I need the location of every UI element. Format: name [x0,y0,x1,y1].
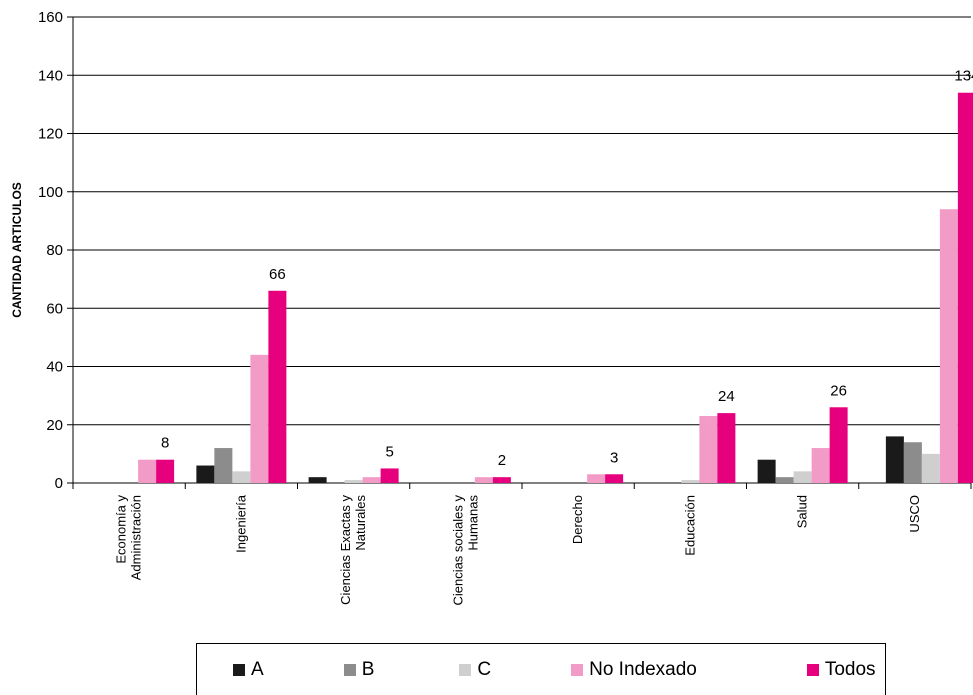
bar-a [757,459,776,483]
bar-no-indexado [939,209,958,483]
x-tick-label: USCO [907,495,922,533]
data-label: 66 [269,266,286,283]
data-label: 8 [161,435,169,452]
gridlines [73,16,971,426]
category-label-line: Naturales [353,495,368,551]
legend-label: Todos [824,658,876,680]
category-label-line: Derecho [570,495,585,544]
legend-label: B [361,658,375,680]
legend-swatch [343,663,356,676]
bar-a [885,436,904,483]
y-axis-title: CANTIDAD ARTICULOS [10,182,24,318]
bar-no-indexado [699,416,718,483]
bar-c [232,471,251,483]
bar-todos [829,407,848,483]
legend-label: C [477,658,492,680]
data-label: 24 [718,388,735,405]
y-tick-label: 40 [46,359,63,376]
x-tick-label: Ciencias Exactas y Naturales [338,495,368,605]
legend-swatch [571,663,584,676]
legend-item-todos: Todos [806,658,876,681]
y-tick-label: 20 [46,417,63,434]
legend-item-no-indexado: No Indexado [571,659,697,681]
bar-todos [268,290,287,483]
data-label: 3 [610,449,618,466]
y-tick-label: 80 [46,242,63,259]
legend-item-b: B [343,658,375,681]
category-label-line: Educación [682,495,697,556]
y-tick-label: 0 [55,475,63,492]
legend-item-a: A [233,659,264,681]
category-label-line: Ciencias Exactas y [338,495,353,605]
bar-b [214,448,233,483]
legend-label: A [251,658,264,680]
category-label-line: Salud [795,495,810,528]
x-tick-label: Ciencias sociales y Humanas [450,495,480,606]
bar-todos [492,477,511,483]
y-tick-label: 160 [38,9,63,26]
y-tick-label: 60 [46,300,63,317]
y-tick-label: 120 [38,126,63,143]
data-label: 26 [830,382,847,399]
category-label-line: USCO [907,495,922,533]
bar-no-indexado [362,477,381,483]
data-label: 134 [954,68,973,85]
bar-todos [380,468,399,483]
legend-swatch [806,663,819,676]
legend: A B C No Indexado Todos [196,643,886,695]
bar-no-indexado [250,354,269,483]
x-tick-label: Educación [682,495,697,556]
bar-chart: 0 20 40 60 80 100 120 140 160 8 66 5 2 3 24 26 134 Econ… [10,9,973,606]
bar-a [196,465,215,483]
legend-swatch [459,663,472,676]
data-label: 2 [498,452,506,469]
bars [138,92,973,483]
bar-todos [605,474,624,483]
legend-swatch [233,663,245,676]
bar-no-indexado [138,459,157,483]
bar-no-indexado [474,477,493,483]
bar-no-indexado [587,474,606,483]
bar-todos [156,459,175,483]
bar-b [903,442,922,483]
bar-todos [957,92,973,483]
x-tick-label: Salud [795,495,810,528]
legend-item-c: C [459,659,491,681]
bar-a [308,477,327,483]
bar-no-indexado [811,448,830,483]
x-tick-label: Derecho [570,495,585,544]
category-label-line: Economía y [114,495,129,564]
category-label-line: Administración [129,495,144,580]
y-tick-label: 140 [38,67,63,84]
category-labels: Economía y Administración Ingeniería Cienci… [114,494,922,605]
bar-c [344,480,363,483]
data-labels: 8 66 5 2 3 24 26 134 [161,68,973,469]
data-label: 5 [385,443,393,460]
legend-label: No Indexado [589,658,697,680]
category-label-line: Ingeniería [233,494,248,553]
x-tick-label: Economía y Administración [114,495,144,581]
y-tick-label: 100 [38,184,63,201]
bar-c [921,453,940,483]
bar-c [793,471,812,483]
bar-todos [717,413,736,483]
category-label-line: Humanas [465,495,480,551]
category-label-line: Ciencias sociales y [450,495,465,606]
bar-b [775,477,794,483]
bar-c [681,480,700,483]
x-tick-label: Ingeniería [233,494,248,553]
